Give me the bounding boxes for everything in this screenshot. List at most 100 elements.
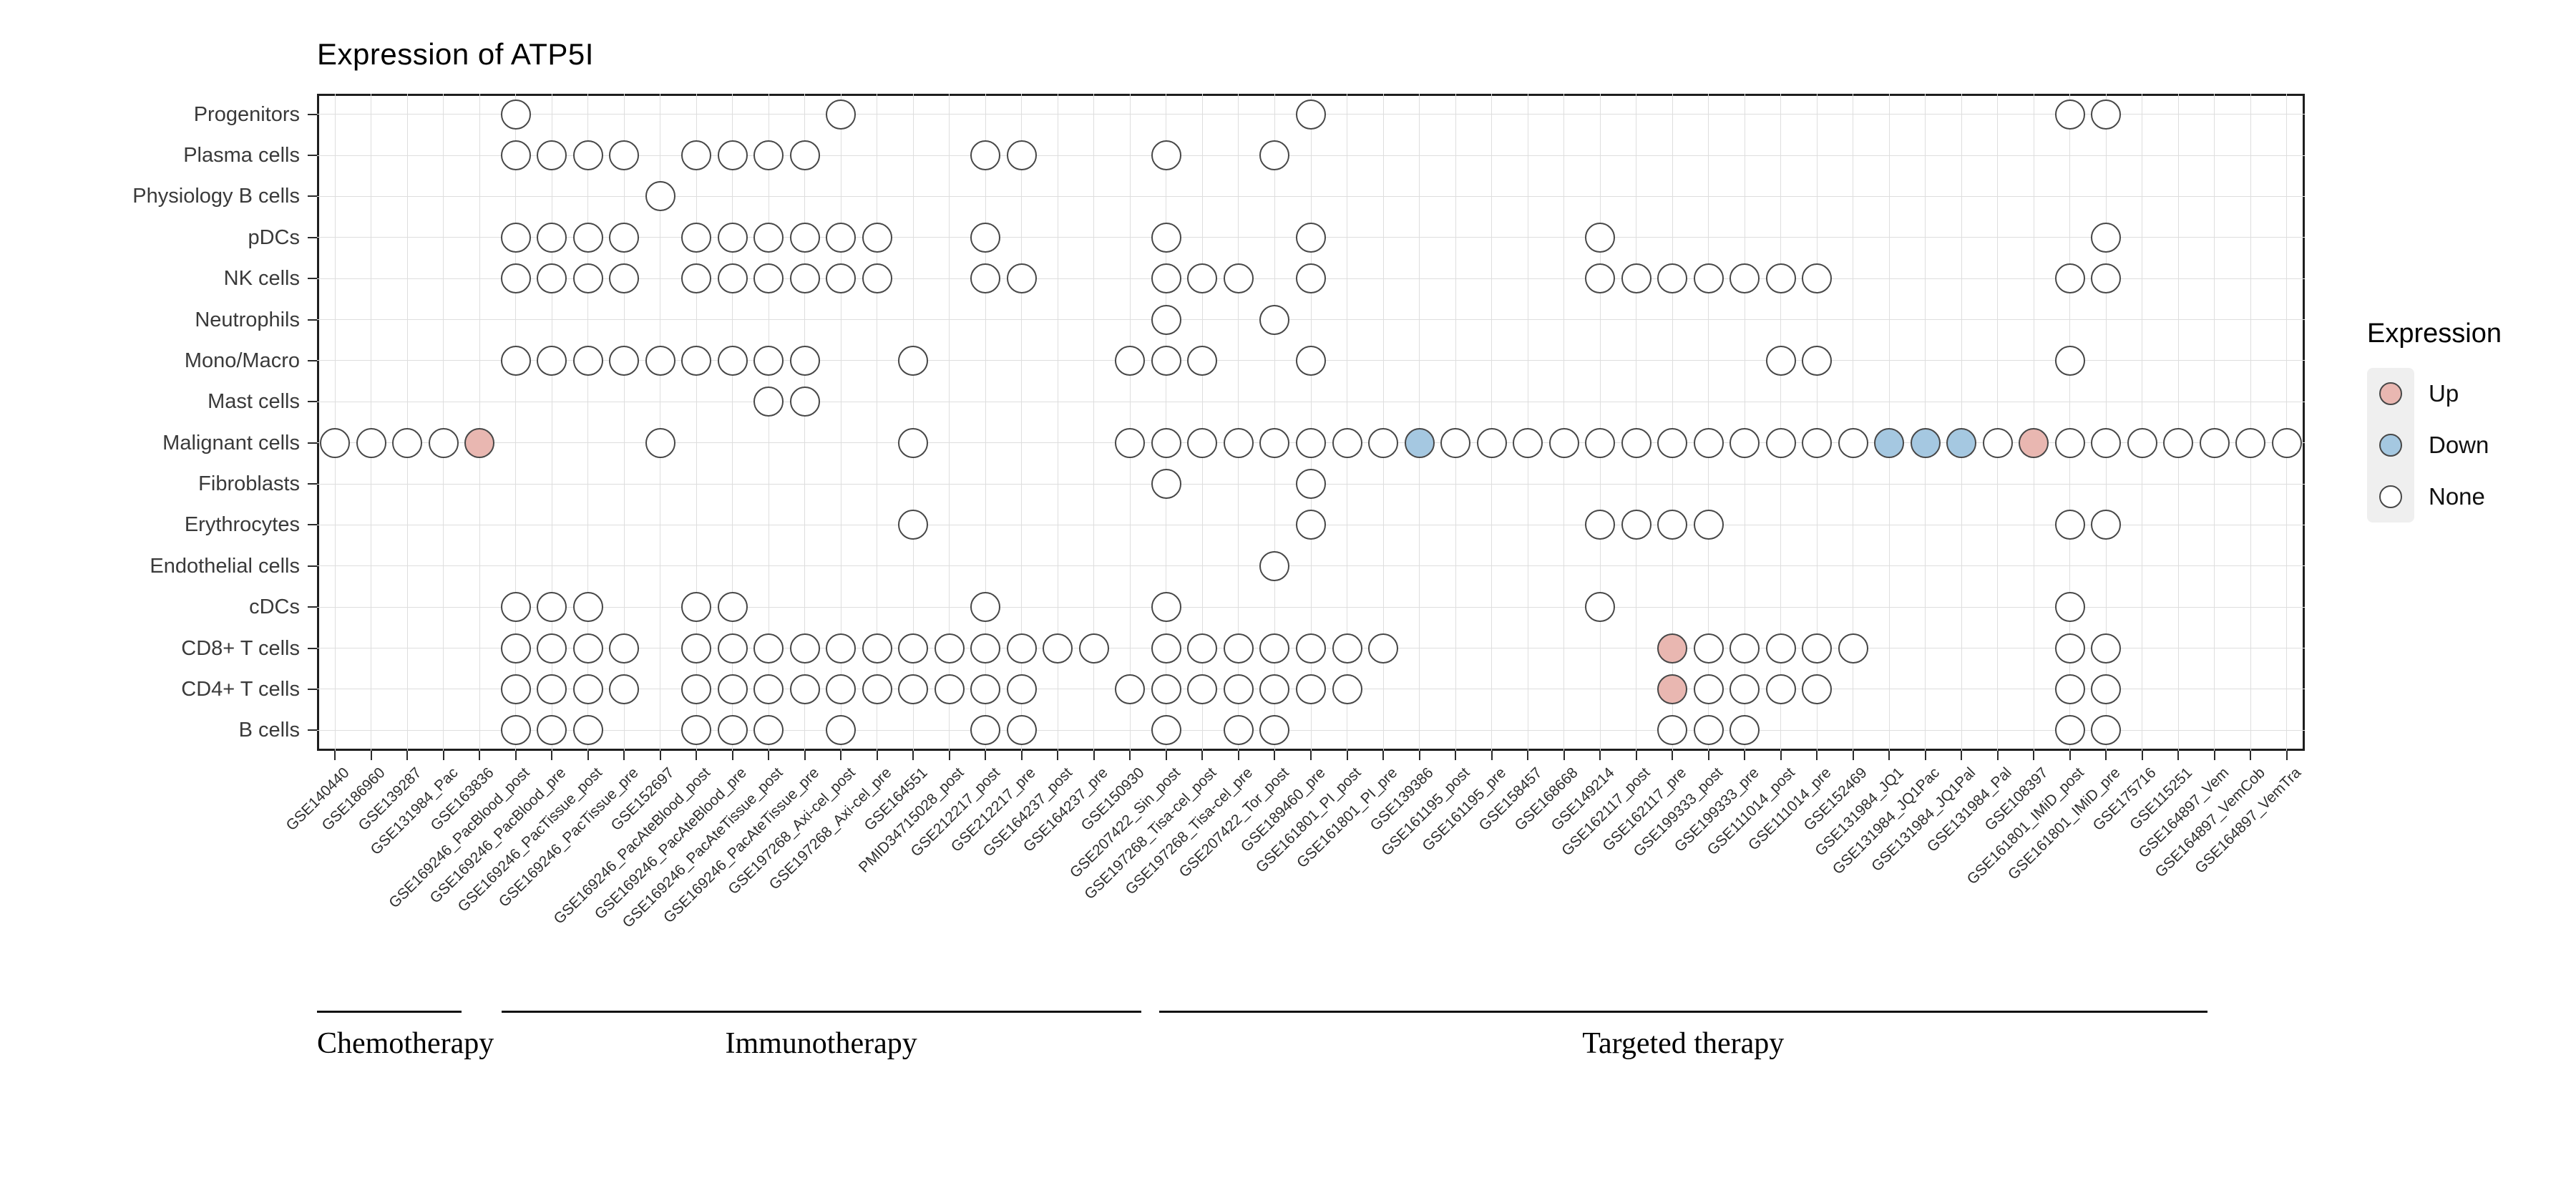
expression-dot-none	[572, 222, 603, 253]
expression-dot-down	[1874, 427, 1905, 458]
expression-dot-none	[1765, 263, 1796, 294]
expression-dot-none	[1151, 304, 1181, 335]
expression-dot-none	[1368, 633, 1399, 664]
expression-dot-none	[970, 633, 1001, 664]
y-axis-label: Mono/Macro	[184, 349, 300, 372]
x-axis-tick	[2105, 751, 2107, 760]
expression-dot-none	[970, 140, 1001, 171]
x-axis-tick	[1165, 751, 1167, 760]
expression-dot-none	[1223, 263, 1254, 294]
x-axis-tick	[1744, 751, 1746, 760]
x-axis-tick	[1816, 751, 1818, 760]
gridline-vertical	[1491, 94, 1493, 751]
expression-dot-none	[789, 674, 820, 704]
expression-dot-none	[753, 222, 784, 253]
gridline-horizontal	[317, 729, 2305, 731]
expression-dot-none	[2091, 510, 2122, 540]
x-axis-tick	[1888, 751, 1890, 760]
gridline-vertical	[696, 94, 697, 751]
expression-dot-none	[1296, 222, 1326, 253]
expression-dot-none	[1657, 510, 1688, 540]
expression-dot-none	[1259, 550, 1290, 581]
gridline-horizontal	[317, 606, 2305, 608]
expression-dot-none	[1115, 345, 1146, 376]
x-axis-tick	[696, 751, 698, 760]
expression-dot-none	[609, 674, 640, 704]
expression-dot-none	[1223, 674, 1254, 704]
expression-dot-none	[862, 263, 892, 294]
expression-dot-none	[681, 140, 712, 171]
x-axis-tick	[2285, 751, 2288, 760]
expression-dot-none	[1621, 510, 1652, 540]
y-axis-tick	[308, 647, 317, 649]
expression-dot-none	[1006, 263, 1037, 294]
expression-dot-none	[1187, 263, 1218, 294]
gridline-vertical	[623, 94, 625, 751]
expression-dot-none	[392, 427, 423, 458]
expression-dot-none	[1765, 674, 1796, 704]
chart-title: Expression of ATP5I	[317, 37, 594, 71]
expression-dot-none	[2054, 427, 2085, 458]
expression-dot-none	[2091, 99, 2122, 130]
expression-dot-none	[356, 427, 386, 458]
y-axis-tick	[308, 319, 317, 321]
x-axis-tick	[840, 751, 842, 760]
expression-dot-none	[1259, 633, 1290, 664]
x-axis-tick	[442, 751, 444, 760]
x-axis-tick	[479, 751, 481, 760]
expression-dot-none	[320, 427, 351, 458]
gridline-vertical	[587, 94, 589, 751]
y-axis-label: cDCs	[249, 596, 300, 619]
expression-dot-none	[2091, 222, 2122, 253]
x-axis-tick	[514, 751, 517, 760]
gridline-vertical	[1708, 94, 1709, 751]
expression-dot-none	[1802, 633, 1833, 664]
expression-dot-none	[1259, 674, 1290, 704]
y-axis-tick	[308, 155, 317, 157]
expression-dot-none	[645, 181, 675, 212]
treatment-group-line	[317, 1011, 462, 1013]
expression-dot-none	[898, 427, 929, 458]
y-axis-tick	[308, 401, 317, 403]
expression-dot-none	[862, 222, 892, 253]
expression-dot-none	[1693, 633, 1724, 664]
gridline-vertical	[949, 94, 950, 751]
legend-item-up: Up	[2367, 368, 2502, 419]
x-axis-tick	[2141, 751, 2143, 760]
x-axis-tick	[912, 751, 914, 760]
y-axis-tick	[308, 483, 317, 485]
expression-dot-none	[1296, 674, 1326, 704]
expression-dot-none	[681, 222, 712, 253]
expression-dot-none	[1006, 140, 1037, 171]
expression-dot-none	[1657, 427, 1688, 458]
expression-dot-none	[1693, 427, 1724, 458]
up-dot-icon	[2379, 382, 2402, 405]
expression-dot-none	[1765, 633, 1796, 664]
y-axis-label: Endothelial cells	[150, 554, 300, 578]
x-axis-tick	[1491, 751, 1493, 760]
expression-dot-none	[753, 387, 784, 417]
expression-dot-none	[2054, 674, 2085, 704]
expression-dot-none	[645, 345, 675, 376]
expression-dot-none	[970, 674, 1001, 704]
x-axis-tick	[2250, 751, 2252, 760]
expression-dot-none	[789, 633, 820, 664]
gridline-vertical	[334, 94, 336, 751]
legend-item-label: Down	[2429, 432, 2489, 458]
expression-dot-none	[826, 222, 857, 253]
expression-dot-none	[2054, 592, 2085, 623]
legend: Expression Up Down None	[2367, 319, 2502, 523]
expression-dot-none	[717, 263, 748, 294]
x-axis-tick	[2033, 751, 2035, 760]
expression-dot-none	[1151, 427, 1181, 458]
expression-dot-none	[1151, 140, 1181, 171]
x-axis-tick	[1057, 751, 1059, 760]
gridline-vertical	[1672, 94, 1673, 751]
expression-dot-none	[537, 263, 567, 294]
x-axis-tick	[768, 751, 770, 760]
expression-dot-none	[1151, 222, 1181, 253]
expression-dot-none	[717, 633, 748, 664]
expression-dot-none	[1982, 427, 2013, 458]
x-axis-tick	[1093, 751, 1095, 760]
x-axis-tick	[1310, 751, 1312, 760]
